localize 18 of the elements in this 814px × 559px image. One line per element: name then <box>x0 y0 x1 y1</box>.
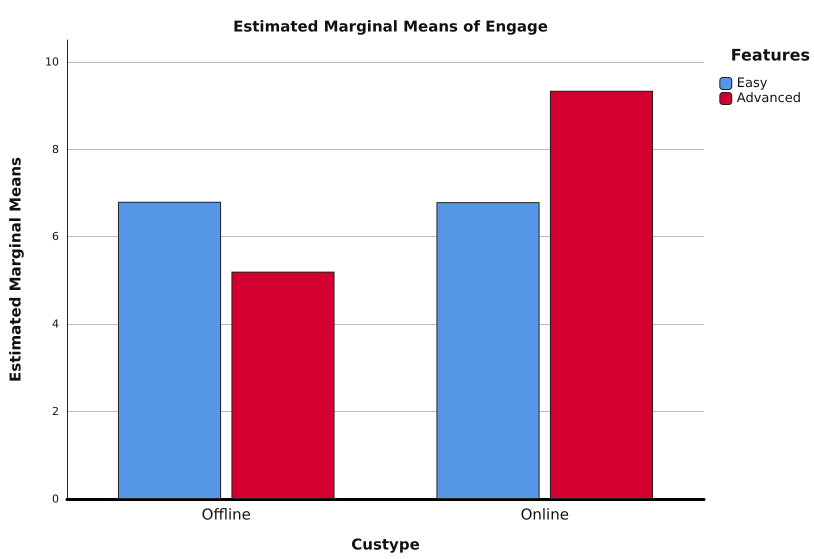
x-tick-label: Online <box>520 506 569 524</box>
y-tick-label: 8 <box>52 142 59 156</box>
bar <box>550 90 654 499</box>
x-axis-title: Custype <box>351 536 420 554</box>
y-tick-label: 6 <box>52 230 59 244</box>
legend-title: Features <box>730 46 810 64</box>
y-tick-label: 0 <box>52 492 59 506</box>
y-tick-label: 10 <box>45 55 59 68</box>
y-axis-title: Estimated Marginal Means <box>6 157 24 382</box>
legend-label: Advanced <box>736 91 802 106</box>
bar <box>118 202 222 499</box>
y-tick-label: 4 <box>52 318 59 331</box>
chart-title: Estimated Marginal Means of Engage <box>233 18 548 36</box>
x-tick-label: Offline <box>202 506 251 524</box>
legend-label: Easy <box>736 76 768 91</box>
bar <box>231 272 335 499</box>
bar <box>436 202 540 499</box>
y-tick-label: 2 <box>52 405 59 418</box>
